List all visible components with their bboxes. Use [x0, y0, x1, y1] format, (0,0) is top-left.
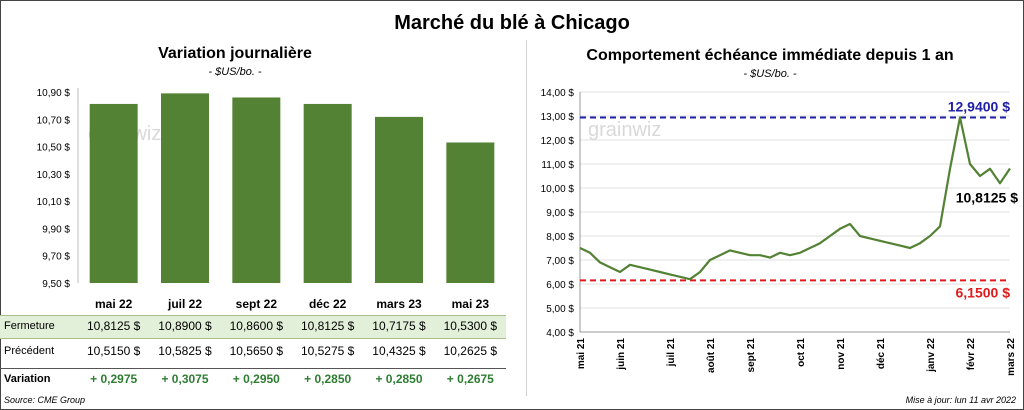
table-cell: + 0,2950 [232, 372, 280, 386]
left-chart-title: Variation journalière [158, 45, 312, 62]
table-cell: + 0,2850 [375, 372, 423, 386]
bar [161, 93, 209, 283]
row-label-variation: Variation [4, 373, 51, 385]
left-chart-subtitle: - $US/bo. - [208, 66, 262, 78]
x-tick-label: janv 22 [926, 338, 937, 373]
x-tick-label: juin 21 [616, 338, 627, 371]
y-tick-label: 4,00 $ [546, 328, 574, 339]
right-chart-subtitle: - $US/bo. - [743, 68, 797, 80]
table-cell: 10,4325 $ [372, 344, 426, 358]
y-tick-label: 9,00 $ [546, 208, 574, 219]
table-cell: 10,7175 $ [372, 319, 426, 333]
table-cell: 10,5275 $ [300, 344, 355, 358]
bar-category-label: mars 23 [376, 297, 422, 311]
high-label: 12,9400 $ [948, 98, 1010, 114]
panel-divider [526, 40, 527, 396]
table-row-variation: Variation + 0,2975 + 0,3075 + 0,2950 + 0,28… [0, 368, 506, 391]
right-chart-title: Comportement échéance immédiate depuis 1… [586, 47, 954, 64]
y-tick-label: 10,50 $ [37, 143, 71, 154]
y-tick-label: 10,70 $ [37, 115, 71, 126]
y-tick-label: 11,00 $ [541, 160, 574, 171]
bar-category-label: mai 22 [94, 297, 133, 311]
y-tick-label: 10,30 $ [37, 170, 71, 181]
bar [89, 103, 138, 283]
table-cell: + 0,3075 [161, 372, 209, 386]
bar [232, 97, 281, 283]
x-tick-label: nov 21 [836, 338, 847, 370]
source-note: Source: CME Group [4, 395, 86, 405]
last-value-label: 10,8125 $ [956, 190, 1018, 206]
table-row-precedent: Précédent 10,5150 $ 10,5825 $ 10,5650 $ 10,… [0, 341, 506, 363]
y-tick-label: 8,00 $ [546, 232, 574, 243]
table-cell: 10,2625 $ [443, 344, 498, 358]
y-tick-label: 13,00 $ [541, 112, 575, 123]
bar-category-label: juil 22 [167, 297, 202, 311]
table-cell: 10,5650 $ [229, 344, 284, 358]
table-cell: 10,5150 $ [86, 344, 141, 358]
bar [446, 142, 495, 283]
table-cell: 10,5300 $ [443, 319, 498, 333]
y-tick-label: 10,00 $ [541, 184, 575, 195]
y-tick-label: 9,50 $ [42, 279, 70, 290]
y-tick-label: 10,10 $ [37, 197, 71, 208]
row-label-precedent: Précédent [4, 345, 55, 357]
low-label: 6,1500 $ [956, 284, 1011, 300]
y-tick-label: 12,00 $ [541, 136, 575, 147]
price-line [579, 116, 1011, 281]
bar-category-label: déc 22 [308, 297, 347, 311]
x-tick-label: mars 22 [1006, 338, 1017, 376]
bar [375, 116, 423, 283]
bar-category-label: sept 22 [235, 297, 277, 311]
x-tick-label: juil 21 [666, 338, 677, 368]
table-row-fermeture: Fermeture 10,8125 $ 10,8900 $ 10,8600 $ 10,… [0, 315, 506, 339]
table-cell: 10,8600 $ [229, 319, 284, 333]
x-tick-label: août 21 [706, 338, 717, 373]
main-title: Marché du blé à Chicago [394, 12, 630, 34]
x-tick-label: sept 21 [746, 338, 757, 373]
x-tick-label: févr 22 [966, 338, 977, 371]
y-tick-label: 9,70 $ [42, 252, 70, 263]
x-tick-label: oct 21 [796, 338, 807, 367]
y-tick-label: 7,00 $ [546, 256, 574, 267]
y-tick-label: 10,90 $ [37, 88, 71, 99]
x-tick-label: déc 21 [876, 338, 887, 370]
watermark: grainwiz [588, 119, 661, 141]
table-cell: 10,8900 $ [158, 319, 212, 333]
table-cell: + 0,2675 [446, 372, 494, 386]
bar-category-label: mai 23 [451, 297, 489, 311]
table-cell: 10,8125 $ [300, 319, 355, 333]
y-tick-label: 14,00 $ [541, 88, 575, 99]
x-tick-label: mai 21 [576, 338, 587, 370]
y-tick-label: 9,90 $ [42, 224, 70, 235]
row-label-fermeture: Fermeture [4, 320, 55, 332]
bar [303, 103, 352, 283]
table-cell: + 0,2975 [90, 372, 138, 386]
table-cell: 10,8125 $ [86, 319, 141, 333]
updated-note: Mise à jour: lun 11 avr 2022 [905, 395, 1016, 405]
y-tick-label: 6,00 $ [546, 280, 574, 291]
table-cell: + 0,2850 [304, 372, 352, 386]
table-cell: 10,5825 $ [158, 344, 212, 358]
bar-chart: 9,50 $ 9,70 $ 9,90 $ 10,10 $ 10,30 $ 10,50 $ 1… [37, 88, 495, 290]
y-tick-label: 5,00 $ [546, 304, 574, 315]
